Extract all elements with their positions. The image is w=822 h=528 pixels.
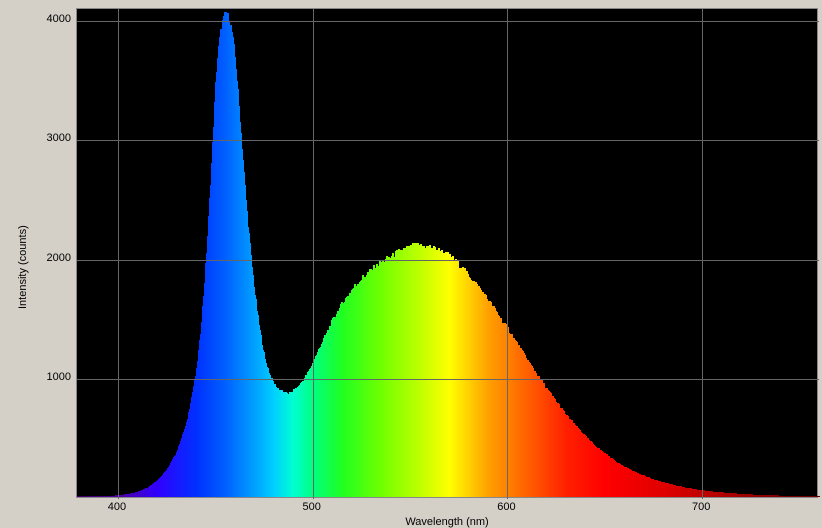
grid-line-horizontal bbox=[77, 260, 819, 261]
y-tick-label: 3000 bbox=[31, 132, 71, 144]
grid-line-vertical bbox=[702, 9, 703, 499]
x-axis-label: Wavelength (nm) bbox=[347, 516, 547, 528]
y-tick-label: 2000 bbox=[31, 252, 71, 264]
plot-area bbox=[76, 8, 818, 498]
x-tick-label: 700 bbox=[681, 501, 721, 513]
spectrum-fill bbox=[77, 9, 817, 497]
y-axis-label: Intensity (counts) bbox=[17, 209, 29, 309]
grid-line-vertical bbox=[507, 9, 508, 499]
spectrum-slice bbox=[818, 496, 820, 497]
x-tick-label: 500 bbox=[292, 501, 332, 513]
grid-line-vertical bbox=[313, 9, 314, 499]
chart-container: Intensity (counts) Wavelength (nm) 40050… bbox=[3, 3, 819, 523]
grid-line-vertical bbox=[118, 9, 119, 499]
y-tick-label: 1000 bbox=[31, 371, 71, 383]
x-tick-label: 400 bbox=[97, 501, 137, 513]
y-tick-label: 4000 bbox=[31, 13, 71, 25]
grid-line-horizontal bbox=[77, 379, 819, 380]
x-tick-label: 600 bbox=[486, 501, 526, 513]
grid-line-horizontal bbox=[77, 21, 819, 22]
grid-line-horizontal bbox=[77, 140, 819, 141]
